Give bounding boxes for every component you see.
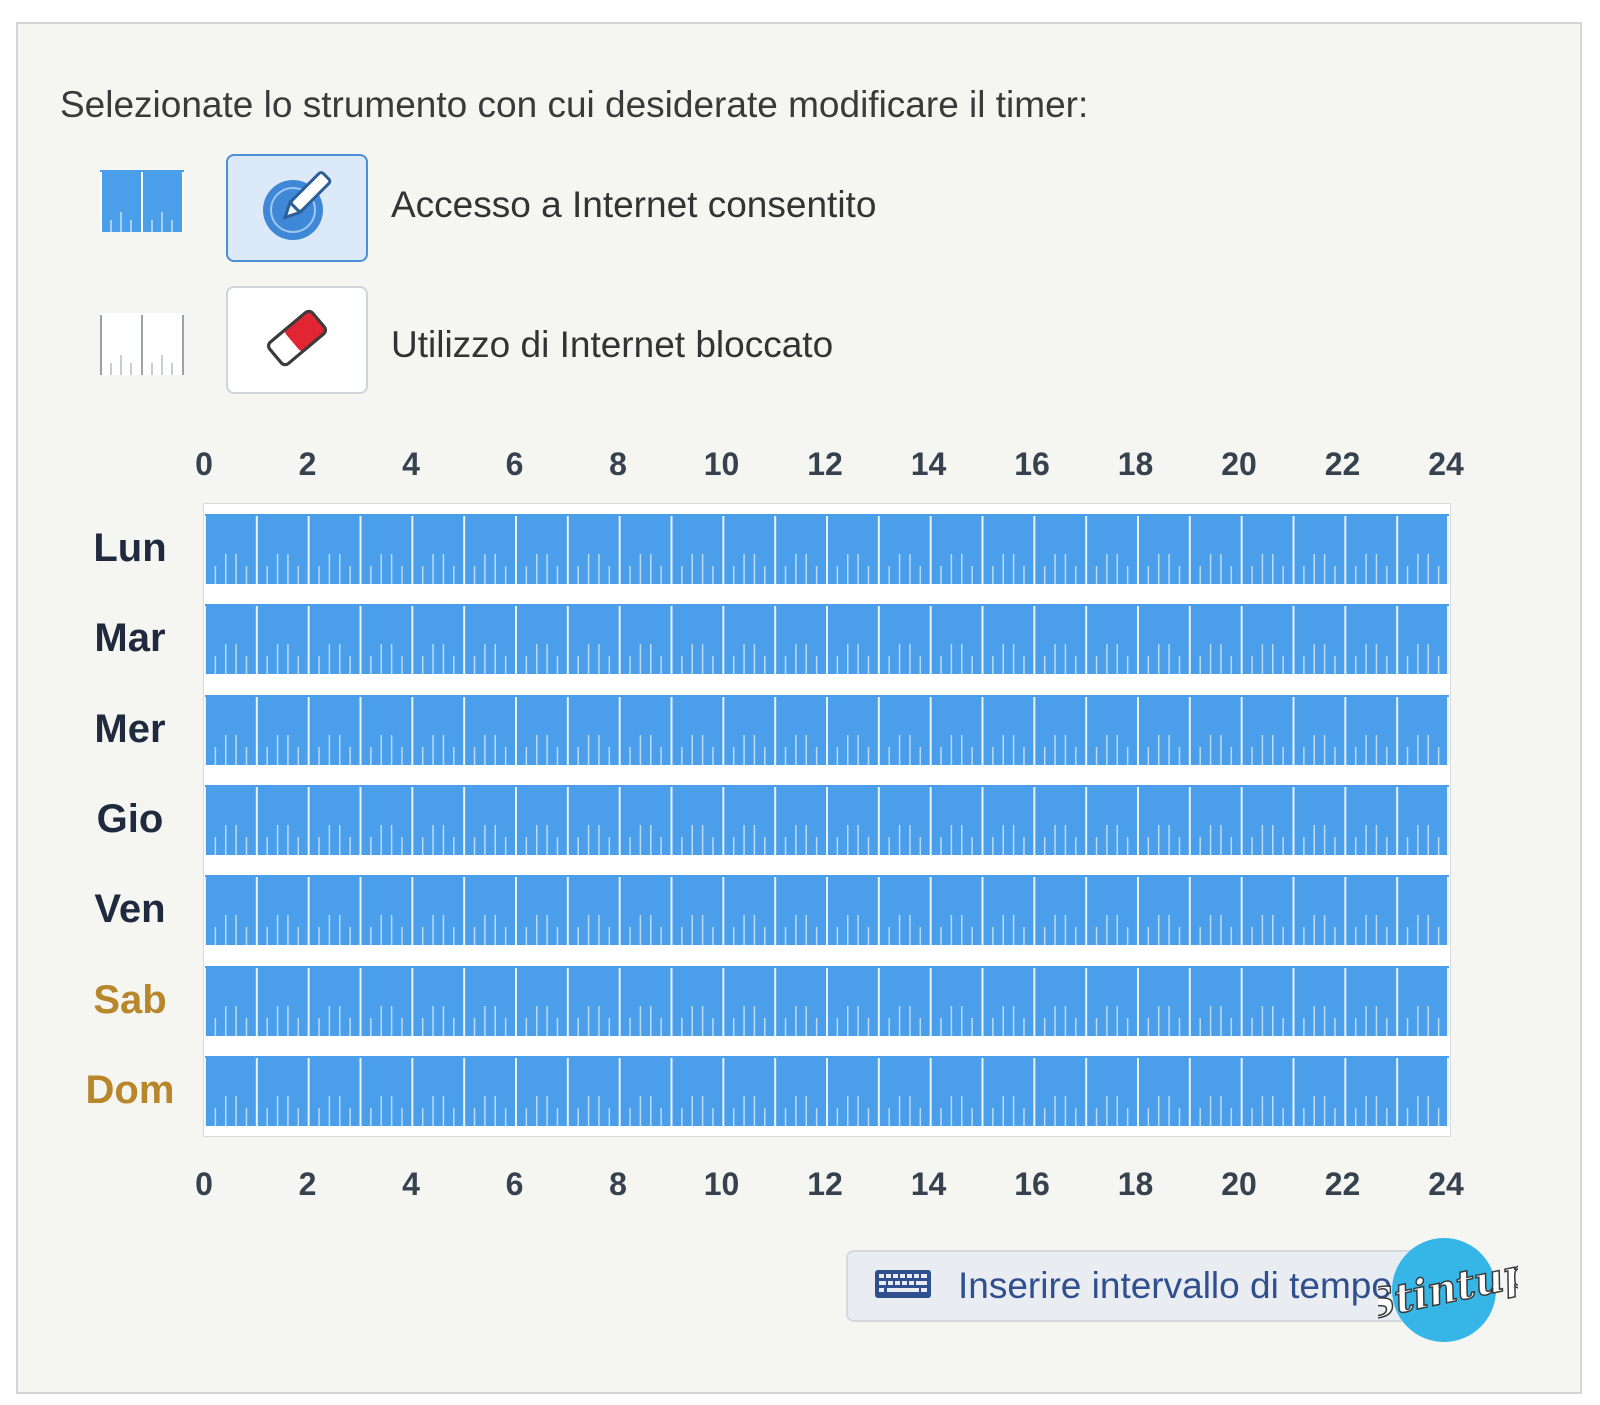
hour-tick-label: 6 xyxy=(505,1166,524,1202)
day-row-mar[interactable] xyxy=(205,604,1449,675)
hour-tick-label: 20 xyxy=(1221,1166,1257,1202)
hour-tick-label: 6 xyxy=(505,446,524,482)
hour-tick-label: 24 xyxy=(1428,446,1464,482)
keyboard-icon xyxy=(874,1269,932,1304)
stintup-logo: Stintup xyxy=(1361,1236,1536,1344)
day-label-lun: Lun xyxy=(93,526,167,570)
hour-tick-label: 4 xyxy=(402,1166,420,1202)
hour-tick-label: 18 xyxy=(1117,1166,1154,1202)
hour-tick-label: 2 xyxy=(298,446,317,482)
day-label-mar: Mar xyxy=(94,616,166,661)
hour-axis-top: 0 2 4 6 8 10 12 14 16 18 20 22 24 xyxy=(0,446,1600,486)
day-row-gio[interactable] xyxy=(205,784,1449,855)
hour-tick-label: 0 xyxy=(195,1166,213,1202)
hour-tick-label: 0 xyxy=(195,446,213,482)
eraser-icon xyxy=(257,298,337,383)
enter-time-range-label: Inserire intervallo di tempo xyxy=(958,1265,1392,1306)
allowed-swatch xyxy=(100,170,184,232)
day-label-gio: Gio xyxy=(96,796,164,841)
hour-tick-label: 12 xyxy=(807,446,843,482)
day-row-sab[interactable] xyxy=(205,965,1449,1036)
day-row-lun[interactable] xyxy=(205,514,1449,584)
hour-tick-label: 20 xyxy=(1221,446,1257,482)
hour-tick-label: 2 xyxy=(298,1166,317,1202)
day-label-dom: Dom xyxy=(85,1067,175,1112)
allowed-tool-label: Accesso a Internet consentito xyxy=(391,184,877,225)
hour-tick-label: 10 xyxy=(703,446,740,482)
hour-tick-label: 22 xyxy=(1324,1166,1361,1202)
day-row-dom[interactable] xyxy=(205,1055,1449,1126)
allowed-tool-button[interactable] xyxy=(226,154,368,262)
hour-tick-label: 18 xyxy=(1117,446,1154,482)
blocked-swatch xyxy=(100,313,184,375)
hour-tick-label: 10 xyxy=(703,1166,740,1202)
enter-time-range-button[interactable]: Inserire intervallo di tempo xyxy=(846,1250,1482,1322)
day-row-mer[interactable] xyxy=(205,694,1449,765)
hour-tick-label: 16 xyxy=(1014,1166,1050,1202)
hour-tick-label: 8 xyxy=(609,446,627,482)
day-label-ven: Ven xyxy=(94,887,166,932)
blocked-tool-label: Utilizzo di Internet bloccato xyxy=(391,324,834,365)
day-label-sab: Sab xyxy=(93,977,167,1022)
hour-tick-label: 16 xyxy=(1014,446,1050,482)
hour-tick-label: 14 xyxy=(910,1166,947,1202)
hour-tick-label: 22 xyxy=(1324,446,1361,482)
hour-axis-bottom: 0 2 4 6 8 10 12 14 16 18 20 22 24 xyxy=(0,1166,1600,1206)
blocked-tool-button[interactable] xyxy=(226,286,368,394)
hour-tick-label: 4 xyxy=(402,446,420,482)
hour-tick-label: 12 xyxy=(807,1166,843,1202)
pencil-icon xyxy=(257,166,337,251)
hour-tick-label: 8 xyxy=(609,1166,627,1202)
instruction-text: Selezionate lo strumento con cui desider… xyxy=(60,84,1089,125)
day-label-mer: Mer xyxy=(94,706,166,751)
hour-tick-label: 24 xyxy=(1428,1166,1464,1202)
day-row-ven[interactable] xyxy=(205,875,1449,946)
hour-tick-label: 14 xyxy=(910,446,947,482)
